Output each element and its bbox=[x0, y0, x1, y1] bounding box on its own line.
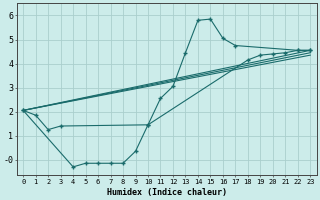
X-axis label: Humidex (Indice chaleur): Humidex (Indice chaleur) bbox=[107, 188, 227, 197]
